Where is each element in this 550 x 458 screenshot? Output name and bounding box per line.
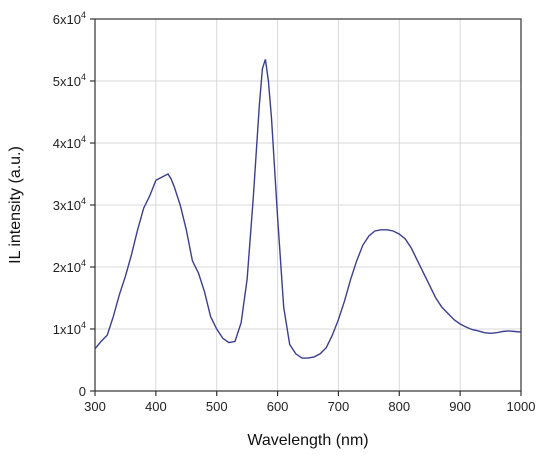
y-tick-label: 3x104 [53,196,86,213]
y-tick-label: 2x104 [53,258,86,275]
y-axis-title: IL intensity (a.u.) [7,146,24,264]
x-tick-label: 800 [388,399,410,414]
series-line [94,59,522,359]
y-tick-label: 0 [79,384,86,399]
y-tick-label: 5x104 [53,72,86,89]
y-tick-label: 1x104 [53,320,86,337]
tick-labels: 300 400 500 600 700 800 900 1000 0 1x104 2x104 3x10… [53,10,536,414]
x-tick-label: 600 [267,399,289,414]
x-tick-label: 900 [449,399,471,414]
plot-frame [94,18,522,392]
x-tick-label: 500 [206,399,228,414]
x-tick-label: 700 [328,399,350,414]
y-tick-label: 4x104 [53,134,86,151]
axis-ticks [90,18,522,396]
x-axis-title: Wavelength (nm) [247,432,368,449]
grid-lines [95,19,521,391]
x-tick-label: 400 [145,399,167,414]
x-tick-label: 1000 [507,399,536,414]
x-tick-label: 300 [84,399,106,414]
y-tick-label: 6x104 [53,10,86,27]
